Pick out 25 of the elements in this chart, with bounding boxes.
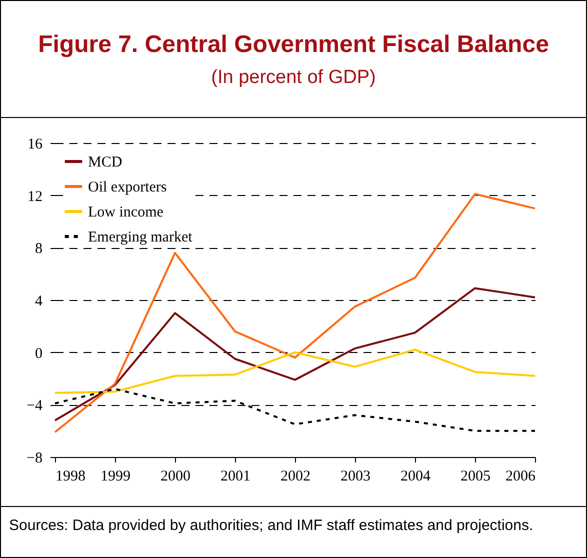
line-series (54, 193, 536, 434)
y-tick-label: 4 (35, 294, 43, 310)
x-tick-label: 2003 (340, 468, 370, 484)
x-tick-label: 2002 (280, 468, 310, 484)
y-tick-label: −8 (26, 450, 42, 466)
x-tick-label: 2000 (160, 468, 190, 484)
chart-subtitle: (In percent of GDP) (210, 67, 377, 89)
x-tick-label: 1999 (100, 468, 130, 484)
y-tick-label: 0 (35, 346, 42, 362)
source-note: Sources: Data provided by authorities; and IMF staff estimates and projections. (1, 506, 586, 544)
legend-label: Emerging market (88, 230, 194, 246)
legend-label: Low income (88, 204, 164, 220)
chart-title: Figure 7. Central Government Fiscal Balance (37, 30, 550, 59)
y-tick-label: 12 (28, 188, 42, 205)
line-series (54, 348, 536, 394)
legend-label: MCD (88, 154, 122, 170)
x-tick-label: 2001 (220, 468, 250, 484)
x-tick-label: 2006 (506, 468, 536, 484)
x-tick-label: 1998 (56, 468, 86, 484)
x-tick-label: 2005 (460, 468, 490, 484)
x-tick-label: 2004 (400, 468, 431, 484)
y-tick-label: 8 (35, 241, 42, 258)
legend-label: Oil exporters (88, 180, 167, 196)
y-tick-label: −4 (26, 398, 43, 414)
y-tick-label: 16 (28, 136, 43, 152)
